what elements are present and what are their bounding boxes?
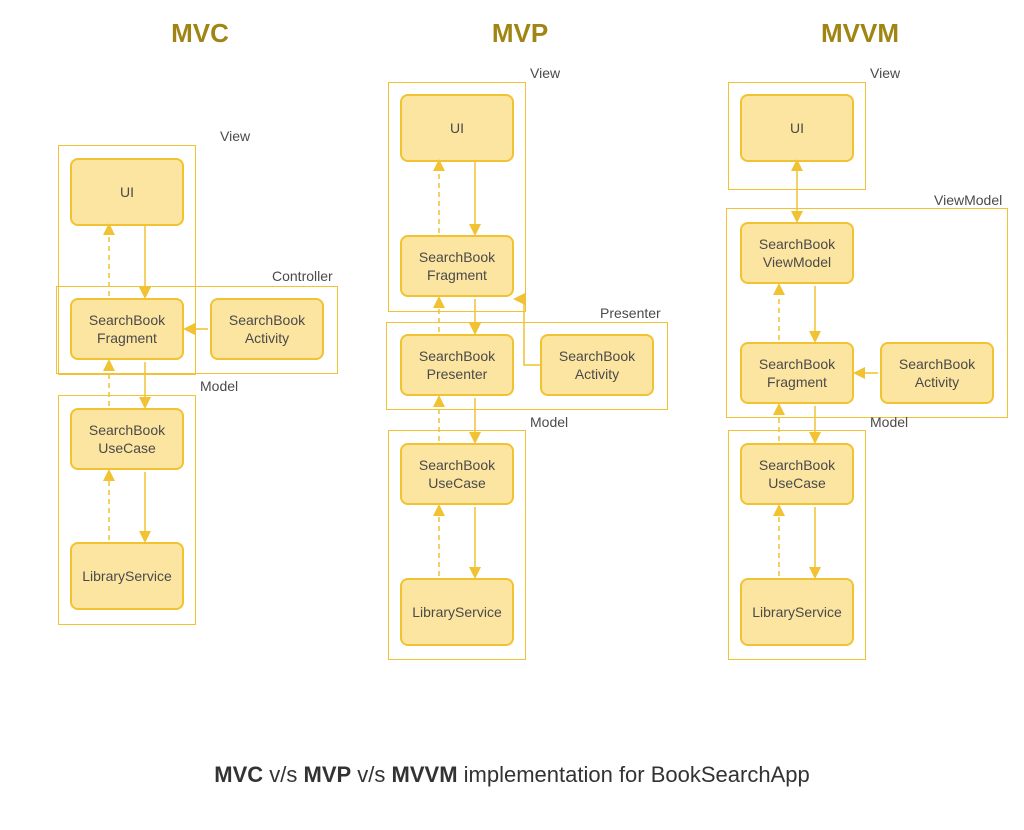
caption: MVC v/s MVP v/s MVVM implementation for … <box>0 762 1024 788</box>
node-mvc-act: SearchBook Activity <box>210 298 324 360</box>
node-mvc-ui: UI <box>70 158 184 226</box>
node-mvp-act: SearchBook Activity <box>540 334 654 396</box>
node-mvvm-ui: UI <box>740 94 854 162</box>
group-label-mvc-controller: Controller <box>272 268 333 284</box>
group-label-mvvm-vm: ViewModel <box>934 192 1002 208</box>
diagram-canvas: MVC MVP MVVM View Controller Model View Pres… <box>0 0 1024 830</box>
group-label-mvvm-model: Model <box>870 414 908 430</box>
node-mvvm-lib: LibraryService <box>740 578 854 646</box>
group-label-mvvm-view: View <box>870 65 900 81</box>
node-mvc-usecase: SearchBook UseCase <box>70 408 184 470</box>
node-mvvm-frag: SearchBook Fragment <box>740 342 854 404</box>
node-mvp-lib: LibraryService <box>400 578 514 646</box>
group-label-mvp-model: Model <box>530 414 568 430</box>
title-mvp: MVP <box>460 18 580 49</box>
node-mvvm-vm-node: SearchBook ViewModel <box>740 222 854 284</box>
group-label-mvp-presenter: Presenter <box>600 305 661 321</box>
node-mvp-usecase: SearchBook UseCase <box>400 443 514 505</box>
node-mvp-pres: SearchBook Presenter <box>400 334 514 396</box>
node-mvp-ui: UI <box>400 94 514 162</box>
group-label-mvc-model: Model <box>200 378 238 394</box>
title-mvc: MVC <box>140 18 260 49</box>
title-mvvm: MVVM <box>800 18 920 49</box>
node-mvvm-usecase: SearchBook UseCase <box>740 443 854 505</box>
group-label-mvp-view: View <box>530 65 560 81</box>
node-mvvm-act: SearchBook Activity <box>880 342 994 404</box>
node-mvc-lib: LibraryService <box>70 542 184 610</box>
group-label-mvc-view: View <box>220 128 250 144</box>
node-mvc-frag: SearchBook Fragment <box>70 298 184 360</box>
node-mvp-frag: SearchBook Fragment <box>400 235 514 297</box>
